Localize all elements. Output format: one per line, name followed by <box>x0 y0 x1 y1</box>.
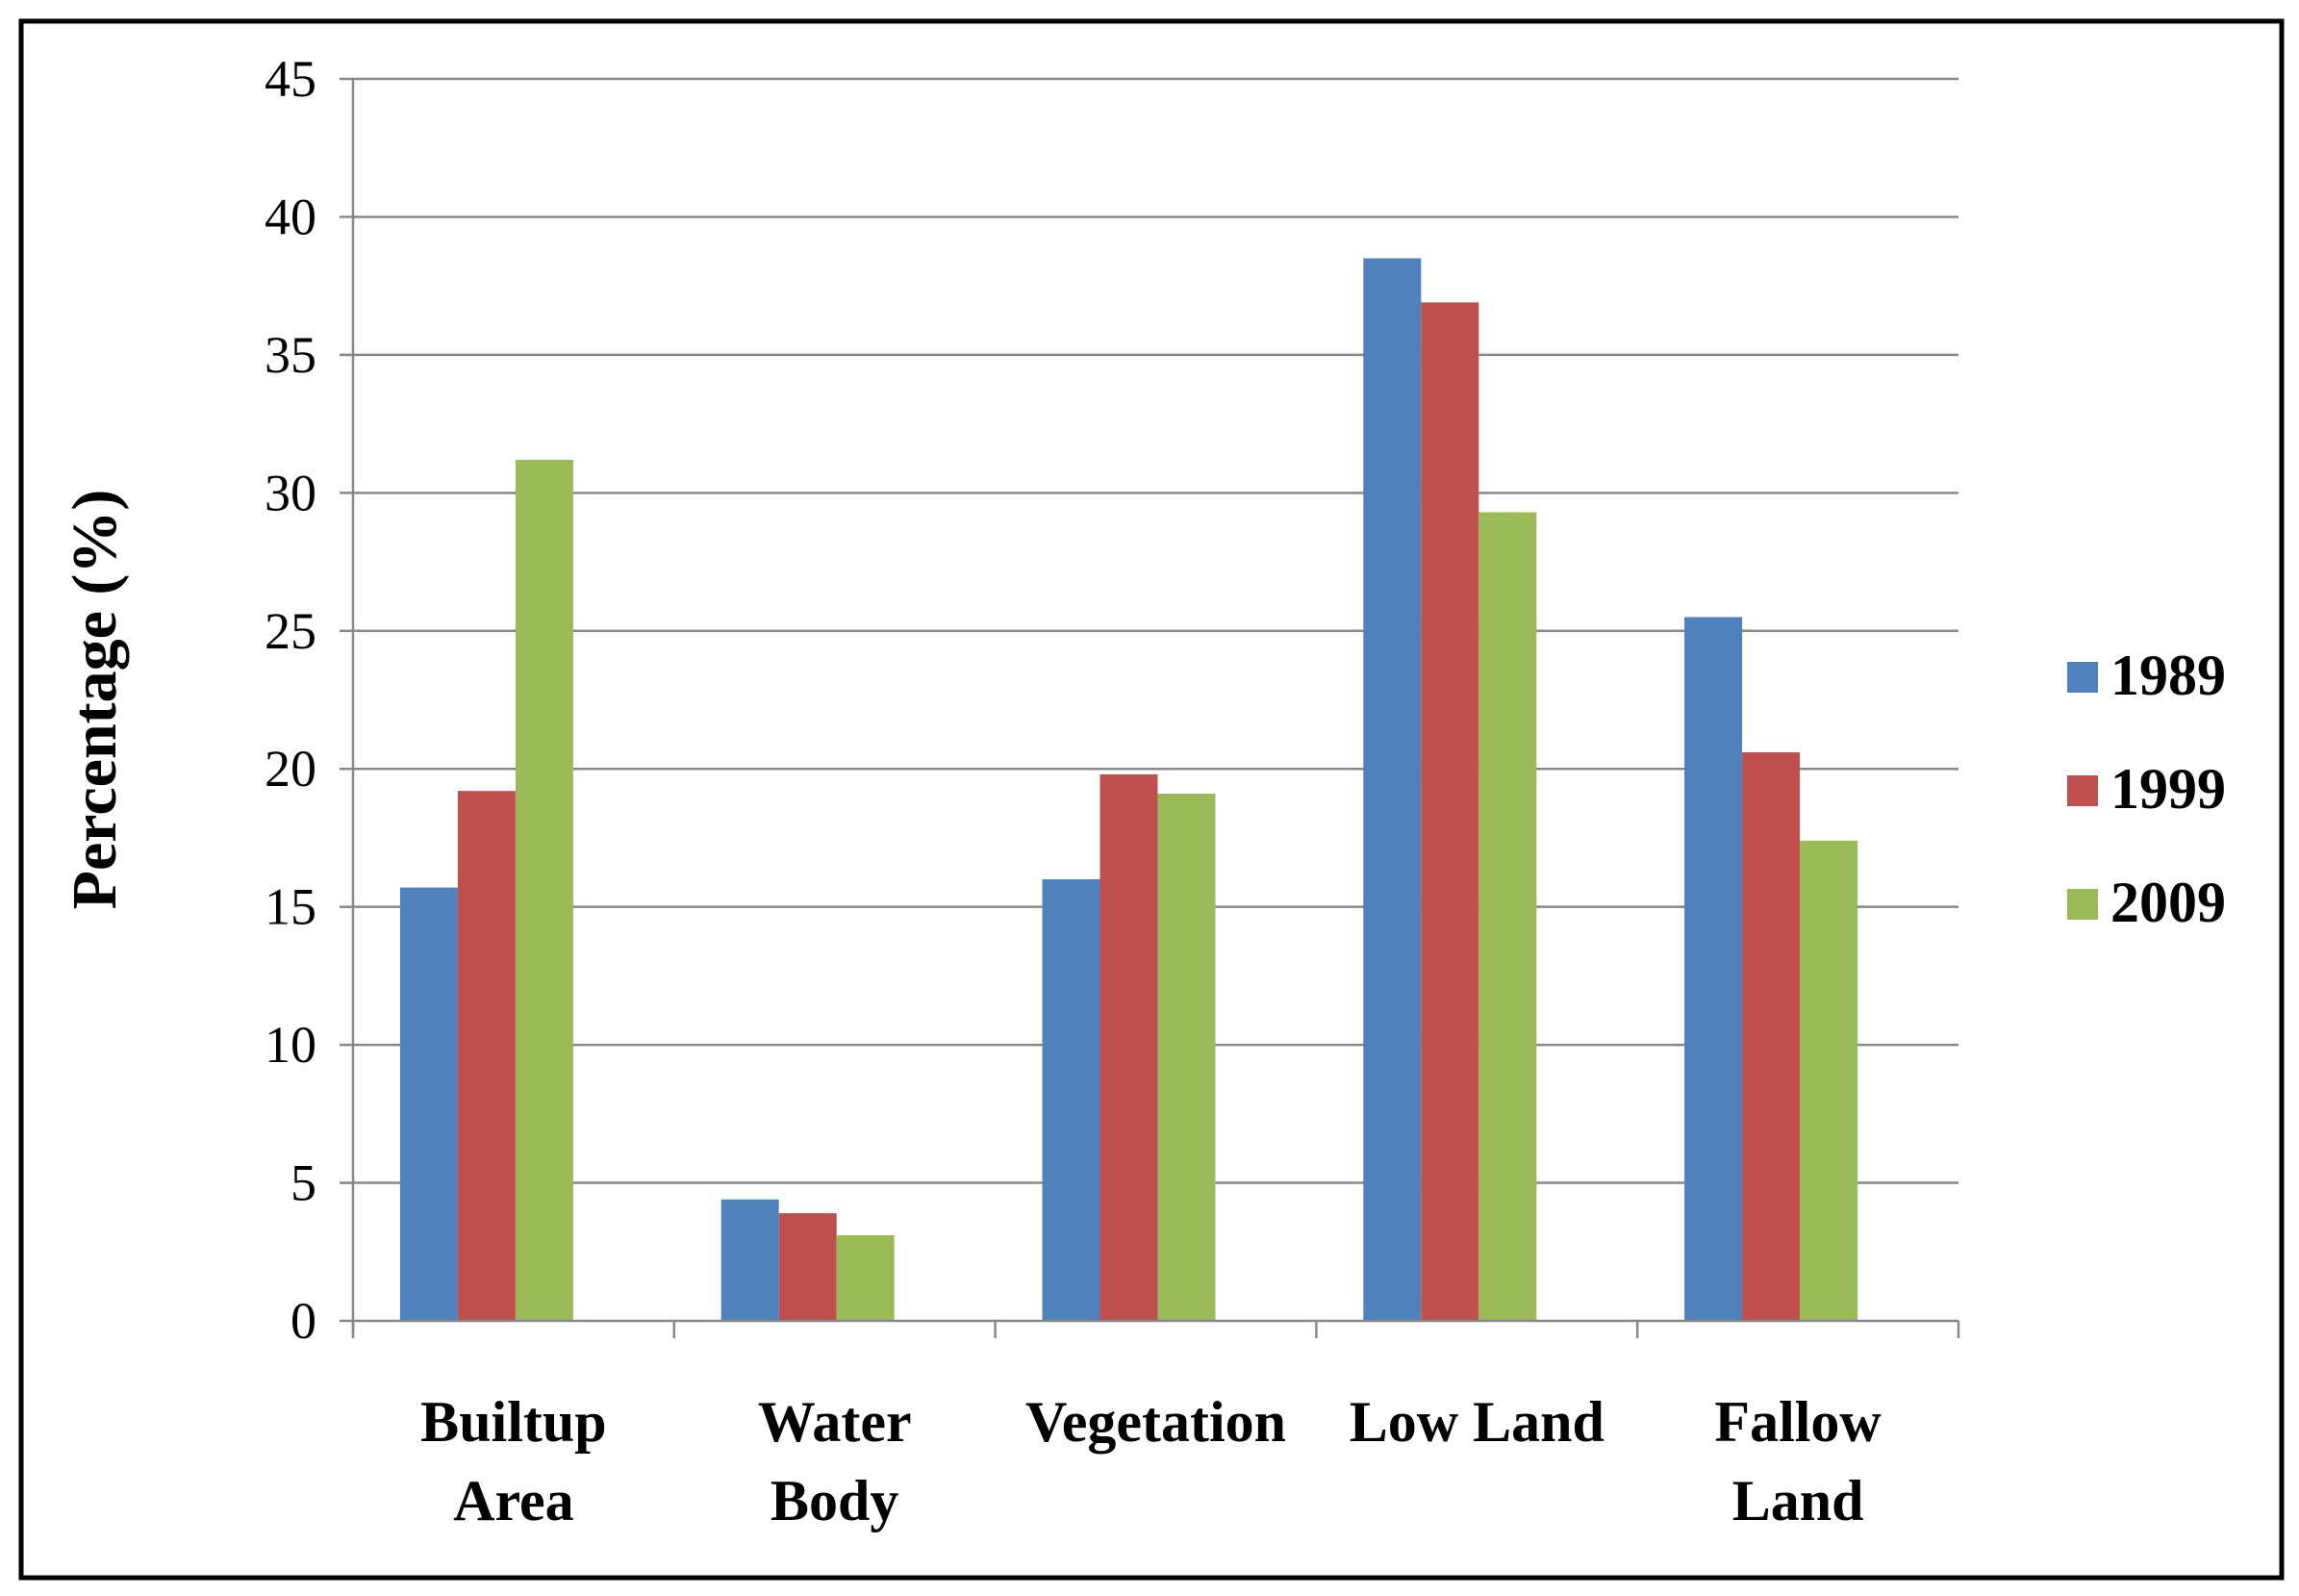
y-tick-label: 0 <box>291 1292 316 1350</box>
y-axis-label: Percentage (%) <box>60 490 130 910</box>
x-category-label: Land <box>1732 1469 1864 1533</box>
x-category-label: Low Land <box>1350 1390 1604 1454</box>
x-category-label: Water <box>758 1390 912 1454</box>
bar-1989-4 <box>1684 617 1743 1321</box>
x-category-label: Builtup <box>420 1390 606 1454</box>
legend-label: 2009 <box>2110 871 2226 934</box>
bar-2009-2 <box>1157 794 1216 1321</box>
y-tick-label: 20 <box>265 740 316 798</box>
bar-1999-0 <box>457 791 516 1321</box>
bar-1989-3 <box>1363 258 1422 1321</box>
y-tick-label: 40 <box>265 188 316 245</box>
x-category-label: Area <box>453 1469 574 1533</box>
y-tick-label: 5 <box>291 1154 316 1212</box>
y-tick-label: 25 <box>265 602 316 660</box>
bar-1989-1 <box>720 1199 779 1321</box>
bar-1999-2 <box>1099 773 1158 1321</box>
bar-2009-0 <box>515 459 573 1321</box>
bar-2009-4 <box>1800 840 1858 1321</box>
y-tick-label: 10 <box>265 1016 316 1074</box>
y-tick-label: 30 <box>265 464 316 521</box>
bar-1989-0 <box>399 887 458 1321</box>
x-category-label: Fallow <box>1714 1390 1882 1454</box>
bars <box>399 258 1858 1321</box>
bar-1999-4 <box>1742 752 1801 1321</box>
y-tick-label: 35 <box>265 326 316 384</box>
bar-1999-1 <box>778 1213 837 1321</box>
x-category-label: Body <box>771 1469 898 1533</box>
bar-1989-2 <box>1042 878 1100 1321</box>
y-tick-label: 45 <box>265 50 316 108</box>
legend-swatch <box>2067 889 2098 920</box>
axes: 0 5 10 15 20 25 30 35 40 45 Builtup Area Water Body Ve… <box>265 50 1960 1533</box>
legend-swatch <box>2067 775 2098 806</box>
bar-2009-1 <box>836 1235 895 1321</box>
bar-2009-3 <box>1478 512 1537 1321</box>
legend-swatch <box>2067 662 2098 693</box>
x-category-label: Vegetation <box>1025 1390 1286 1454</box>
bar-1999-3 <box>1421 302 1479 1321</box>
legend-label: 1999 <box>2110 757 2226 821</box>
y-tick-label: 15 <box>265 878 316 936</box>
legend-label: 1989 <box>2110 644 2226 707</box>
legend: 1989 1999 2009 <box>2067 644 2226 934</box>
